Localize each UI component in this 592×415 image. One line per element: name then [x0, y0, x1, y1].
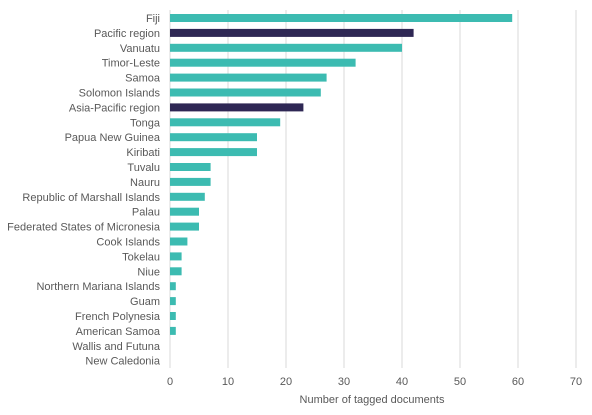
category-label: Palau [132, 207, 160, 219]
category-label: Tonga [130, 117, 161, 129]
category-label: Tuvalu [127, 162, 160, 174]
bar [170, 118, 281, 127]
bar [170, 326, 176, 335]
bar [170, 103, 304, 112]
x-tick-label: 0 [167, 376, 173, 388]
x-tick-label: 10 [222, 376, 234, 388]
bar [170, 28, 414, 37]
category-label: Pacific region [94, 28, 160, 40]
bar [170, 73, 327, 82]
bar [170, 133, 257, 142]
category-label: Republic of Marshall Islands [22, 192, 160, 204]
bar [170, 207, 199, 216]
x-tick-label: 60 [512, 376, 524, 388]
category-label: Fiji [146, 13, 160, 25]
bar [170, 192, 205, 201]
category-label: Tokelau [122, 251, 160, 263]
category-label: Northern Mariana Islands [36, 281, 160, 293]
category-label: Wallis and Futuna [72, 341, 161, 353]
category-labels: Fiji Pacific region Vanuatu Timor-Leste Samo… [7, 13, 161, 368]
x-tick-label: 20 [280, 376, 292, 388]
bar [170, 222, 199, 231]
category-label: Solomon Islands [79, 88, 161, 100]
category-label: New Caledonia [85, 356, 160, 368]
category-label: American Samoa [76, 326, 161, 338]
bar [170, 297, 176, 306]
bar [170, 43, 402, 52]
bar [170, 267, 182, 276]
bar [170, 312, 176, 320]
category-label: Timor-Leste [102, 58, 160, 70]
category-label: Cook Islands [96, 237, 160, 249]
category-label: Samoa [125, 73, 161, 85]
category-label: French Polynesia [75, 311, 161, 323]
bar [170, 177, 211, 186]
category-label: Guam [130, 296, 160, 308]
category-label: Asia-Pacific region [69, 102, 160, 114]
bar [170, 148, 257, 157]
x-axis-title: Number of tagged documents [300, 394, 445, 406]
bars [170, 14, 513, 335]
bar [170, 14, 513, 22]
x-tick-labels: 0 10 20 30 40 50 60 70 [167, 376, 582, 388]
bar [170, 282, 176, 291]
bar [170, 163, 211, 171]
x-tick-label: 50 [454, 376, 466, 388]
x-tick-label: 70 [570, 376, 582, 388]
x-tick-label: 30 [338, 376, 350, 388]
category-label: Federated States of Micronesia [7, 222, 161, 234]
category-label: Nauru [130, 177, 160, 189]
category-label: Papua New Guinea [65, 132, 161, 144]
category-label: Niue [137, 266, 160, 278]
category-label: Vanuatu [120, 43, 160, 55]
gridlines [169, 10, 577, 368]
bar [170, 237, 188, 246]
bar [170, 252, 182, 261]
category-label: Kiribati [126, 147, 160, 159]
bar [170, 88, 321, 97]
bar [170, 58, 356, 67]
x-tick-label: 40 [396, 376, 408, 388]
